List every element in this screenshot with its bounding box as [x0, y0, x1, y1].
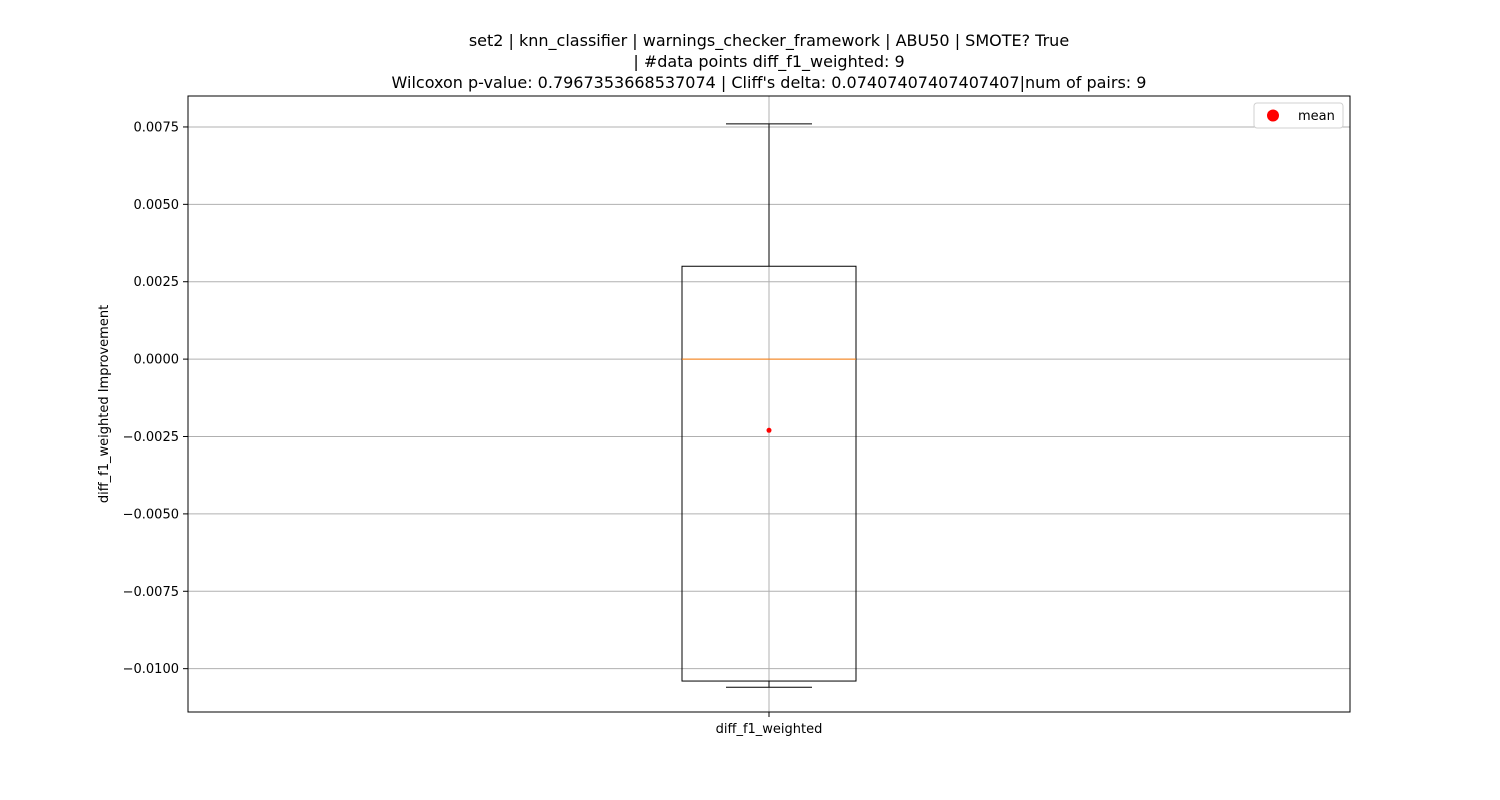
y-tick-label: 0.0025: [134, 275, 180, 290]
legend-mean-marker: [1267, 110, 1279, 122]
legend-mean-label: mean: [1298, 109, 1335, 124]
y-tick-label: 0.0050: [134, 198, 180, 213]
y-tick-label: −0.0100: [123, 662, 179, 677]
y-tick-label: −0.0050: [123, 507, 179, 522]
y-tick-label: 0.0000: [134, 353, 180, 368]
tick-layer: 0.0075 0.0050 0.0025 0.0000 −0.0025 −0.0050 −0…: [123, 120, 823, 737]
y-tick-label: −0.0075: [123, 585, 179, 600]
legend: mean: [1254, 103, 1343, 128]
y-tick-label: 0.0075: [134, 120, 180, 135]
y-axis-label: diff_f1_weighted Improvement: [97, 305, 112, 503]
x-tick-label: diff_f1_weighted: [716, 722, 823, 737]
y-tick-label: −0.0025: [123, 430, 179, 445]
mean-marker: [767, 428, 772, 433]
